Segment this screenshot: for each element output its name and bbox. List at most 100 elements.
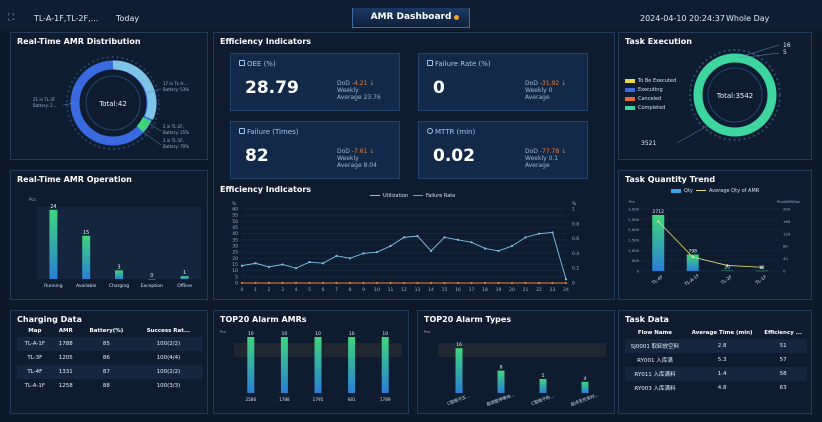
expand-icon[interactable]: ⛶: [8, 13, 15, 23]
series-point: [470, 281, 473, 285]
category-label: C型相子检...: [530, 392, 555, 407]
failure-rate-card[interactable]: Failure Rate (%) 0 DoD -31.92 ↓ Weekly 0…: [418, 53, 588, 111]
x-tick-label: 1: [254, 287, 257, 293]
y-tick-label-right: 0.2: [572, 266, 579, 272]
x-tick-label: 23: [550, 287, 556, 293]
y-tick-label-right: 0.4: [572, 251, 579, 257]
category-label: Charging: [109, 283, 129, 289]
weekly-label: Weekly: [337, 87, 359, 94]
table-row[interactable]: TL-4F 1331 87 100(2/2): [17, 365, 203, 379]
charging-table: Map AMR Battery(%) Success Rat... TL-A-1…: [17, 325, 203, 393]
table-row[interactable]: RY001 入库满 5.3 57: [625, 353, 807, 367]
period-selector[interactable]: Whole Day: [726, 14, 770, 23]
series-point: [362, 252, 365, 255]
series-point: [348, 281, 352, 285]
panel-title: Charging Data: [17, 315, 82, 324]
table-cell: TL-3F: [27, 355, 43, 361]
failure-times-card[interactable]: Failure (Times) 82 DoD -7.61 ↓ Weekly Av…: [230, 121, 400, 179]
x-tick-label: 3: [281, 287, 284, 293]
amr-operation-panel: Real-Time AMR Operation Pcs 24 Running 15 A…: [10, 170, 208, 300]
table-row[interactable]: RY011 入库满料 1.4 58: [625, 367, 807, 381]
col-header[interactable]: AMR: [58, 328, 73, 334]
category-label: 1788: [279, 397, 290, 402]
col-header[interactable]: Efficiency ...: [764, 330, 802, 336]
table-row[interactable]: RY003 入库满料 4.8 63: [625, 381, 807, 395]
category-label: 681: [348, 397, 356, 402]
series-point: [456, 281, 460, 285]
series-point: [267, 281, 271, 285]
bar-value-label: 10: [349, 331, 355, 337]
y-tick-label-right: 40: [783, 256, 788, 261]
table-cell: 86: [102, 355, 110, 361]
y-tick-label: 0: [637, 269, 640, 274]
bar-value-label: 10: [248, 331, 254, 337]
y-tick-label: 60: [232, 207, 238, 213]
series-point: [389, 281, 392, 285]
task-exec-total: Total:3542: [716, 92, 754, 100]
bar-value-label: 24: [50, 204, 56, 210]
series-point: [551, 231, 554, 234]
failure-rate-icon: [427, 60, 433, 66]
col-header[interactable]: Average Time (min): [691, 330, 753, 336]
bar-value-label: 3: [117, 264, 120, 270]
table-cell: 57: [779, 357, 787, 363]
donut-center: [707, 67, 763, 123]
trend-bar: [721, 270, 734, 272]
y-tick-label: 30: [232, 244, 238, 250]
oee-card[interactable]: OEE (%) 28.79 DoD -4.21 ↓ Weekly Average…: [230, 53, 400, 111]
operation-bar: [82, 235, 91, 279]
dist-label: 17 in TL-4-...: [163, 81, 188, 86]
date-range-selector[interactable]: Today: [116, 14, 140, 23]
series-point: [551, 281, 554, 285]
category-label: TL-4F: [650, 274, 665, 287]
col-header[interactable]: Battery(%): [89, 328, 124, 334]
table-cell: 100(2/2): [133, 337, 203, 351]
series-point: [537, 281, 541, 285]
table-row[interactable]: TL-A-1F 1788 85 100(2/2): [17, 337, 203, 351]
legend-label: Canceled: [638, 96, 662, 102]
x-tick-label: 6: [322, 287, 325, 293]
series-point: [564, 278, 568, 281]
table-row[interactable]: SJ0001 取卸放空料 2.8 51: [625, 339, 807, 353]
alarm-bar: [280, 337, 288, 393]
table-header-row: Map AMR Battery(%) Success Rat...: [17, 325, 203, 337]
table-row[interactable]: TL-A-1F 1258 88 100(3/3): [17, 379, 203, 393]
location-selector[interactable]: TL-A-1F,TL-2F,...: [34, 14, 99, 23]
y-tick-label: 40: [232, 231, 238, 237]
legend-swatch: [412, 195, 423, 196]
y-tick-label: 500: [632, 258, 640, 263]
category-label: 取货暂停等待...: [486, 391, 516, 408]
series-point: [483, 247, 487, 250]
series-point: [375, 281, 379, 285]
mttr-card[interactable]: MTTR (min) 0.02 DoD -77.78 ↓ Weekly 0.1 …: [418, 121, 588, 179]
legend-label: Utilization: [383, 193, 409, 199]
x-tick-label: 18: [482, 287, 488, 293]
dod-label: DoD: [337, 80, 350, 87]
task-trend-panel: Task Quantity Trend Qty Average Qty of A…: [618, 170, 812, 300]
dist-label: 2 in TL-1F,: [163, 138, 184, 143]
x-tick-label: 5: [308, 287, 311, 293]
y-tick-label: 55: [232, 213, 238, 219]
col-header[interactable]: Map: [28, 328, 42, 334]
alarm-bar: [314, 337, 322, 393]
legend-item: To Be Executed: [625, 77, 676, 86]
legend-item: Completed: [625, 104, 676, 113]
col-header[interactable]: Success Rat...: [146, 328, 191, 334]
legend-item: Executing: [625, 86, 676, 95]
series-point: [281, 263, 284, 266]
average-value: 8.04: [363, 162, 377, 169]
dist-label: 21 in TL-3F: [33, 97, 56, 102]
operation-bar: [147, 279, 156, 280]
col-header[interactable]: Flow Name: [637, 330, 673, 336]
category-label: TL-A-1F: [683, 273, 701, 288]
x-tick-label: 9: [362, 287, 365, 293]
category-label: Available: [76, 283, 97, 289]
top20-amr-chart: Pcs 10 2586 10 1788 10 1795 10 681 10 1789: [220, 330, 402, 402]
bar-value-label: 5: [542, 373, 545, 379]
series-point: [429, 249, 433, 253]
table-row[interactable]: TL-3F 1205 86 100(4/4): [17, 351, 203, 365]
legend-label: Executing: [638, 87, 663, 93]
x-tick-label: 21: [523, 287, 529, 293]
y-tick-label: 0: [235, 281, 238, 287]
